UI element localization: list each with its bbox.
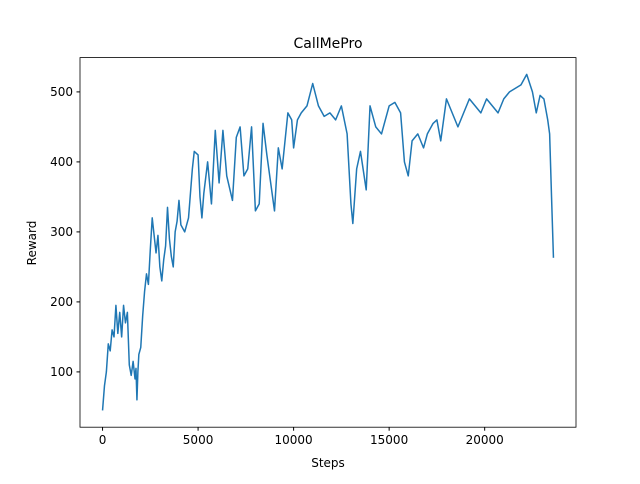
y-axis-label: Reward <box>25 221 39 266</box>
plot-frame <box>79 57 577 428</box>
x-tick-label: 20000 <box>466 433 504 447</box>
y-tick-label: 200 <box>50 295 73 309</box>
y-tick-label: 400 <box>50 155 73 169</box>
x-tick-label: 15000 <box>370 433 408 447</box>
x-tick-label: 5000 <box>183 433 214 447</box>
y-tick-label: 500 <box>50 85 73 99</box>
x-tick-label: 0 <box>99 433 107 447</box>
y-tick-label: 100 <box>50 365 73 379</box>
x-axis-label: Steps <box>311 456 345 470</box>
x-tick-label: 10000 <box>275 433 313 447</box>
y-tick-label: 300 <box>50 225 73 239</box>
chart-title: CallMePro <box>293 36 362 52</box>
series-line <box>101 73 555 411</box>
